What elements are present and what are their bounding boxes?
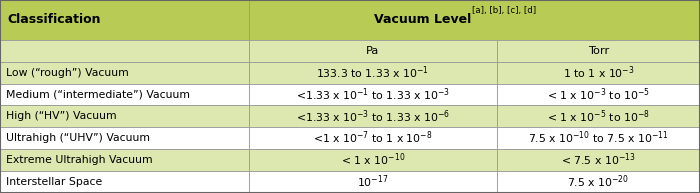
Bar [497,171,700,193]
Bar [248,62,497,84]
Bar [0,127,248,149]
Bar [497,149,700,171]
Text: Torr: Torr [588,46,609,56]
Text: 7.5 x 10$^{-10}$ to 7.5 x 10$^{-11}$: 7.5 x 10$^{-10}$ to 7.5 x 10$^{-11}$ [528,130,668,146]
Text: Vacuum Level: Vacuum Level [374,13,470,26]
Bar [0,84,248,105]
Text: < 1 x 10$^{-3}$ to 10$^{-5}$: < 1 x 10$^{-3}$ to 10$^{-5}$ [547,86,650,103]
Bar [0,0,248,40]
Text: High (“HV”) Vacuum: High (“HV”) Vacuum [6,111,117,121]
Text: 10$^{-17}$: 10$^{-17}$ [357,173,388,190]
Bar [248,40,497,62]
Text: 7.5 x 10$^{-20}$: 7.5 x 10$^{-20}$ [568,173,629,190]
Bar [0,105,248,127]
Text: Low (“rough”) Vacuum: Low (“rough”) Vacuum [6,68,129,78]
Text: <1.33 x 10$^{-3}$ to 1.33 x 10$^{-6}$: <1.33 x 10$^{-3}$ to 1.33 x 10$^{-6}$ [295,108,450,125]
Bar [248,105,497,127]
Text: < 7.5 x 10$^{-13}$: < 7.5 x 10$^{-13}$ [561,152,636,168]
Text: <1.33 x 10$^{-1}$ to 1.33 x 10$^{-3}$: <1.33 x 10$^{-1}$ to 1.33 x 10$^{-3}$ [295,86,450,103]
Text: Interstellar Space: Interstellar Space [6,177,102,187]
Bar [248,0,700,40]
Text: 133.3 to 1.33 x 10$^{-1}$: 133.3 to 1.33 x 10$^{-1}$ [316,64,429,81]
Bar [248,171,497,193]
Text: < 1 x 10$^{-5}$ to 10$^{-8}$: < 1 x 10$^{-5}$ to 10$^{-8}$ [547,108,650,125]
Text: Extreme Ultrahigh Vacuum: Extreme Ultrahigh Vacuum [6,155,153,165]
Bar [497,62,700,84]
Text: <1 x 10$^{-7}$ to 1 x 10$^{-8}$: <1 x 10$^{-7}$ to 1 x 10$^{-8}$ [313,130,433,146]
Text: [a], [b], [c], [d]: [a], [b], [c], [d] [472,6,536,15]
Text: Ultrahigh (“UHV”) Vacuum: Ultrahigh (“UHV”) Vacuum [6,133,150,143]
Bar [497,40,700,62]
Bar [497,105,700,127]
Text: Classification: Classification [7,13,101,26]
Bar [0,149,248,171]
Bar [248,84,497,105]
Bar [497,84,700,105]
Text: Medium (“intermediate”) Vacuum: Medium (“intermediate”) Vacuum [6,90,190,99]
Bar [248,127,497,149]
Bar [497,127,700,149]
Text: 1 to 1 x 10$^{-3}$: 1 to 1 x 10$^{-3}$ [563,64,634,81]
Bar [0,171,248,193]
Bar [0,62,248,84]
Text: Pa: Pa [366,46,379,56]
Bar [0,40,248,62]
Text: < 1 x 10$^{-10}$: < 1 x 10$^{-10}$ [341,152,405,168]
Bar [248,149,497,171]
